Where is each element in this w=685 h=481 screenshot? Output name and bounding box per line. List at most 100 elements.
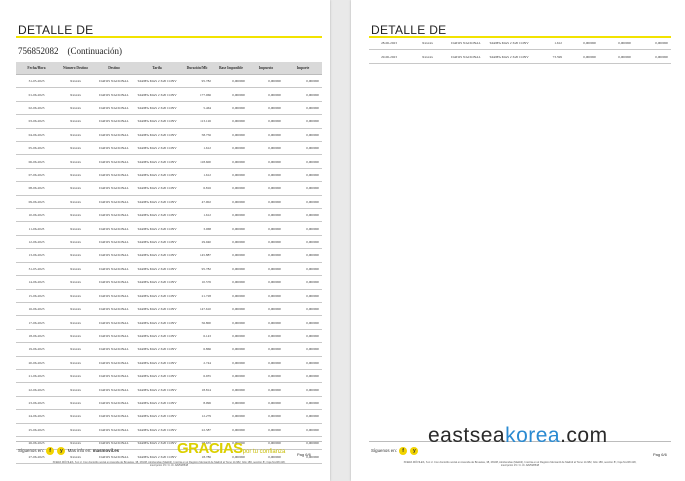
table-header-row: Fecha/Hora Número Destino Destino Tarifa… bbox=[16, 62, 322, 75]
cell-numero: Xxxxxx bbox=[57, 74, 94, 89]
cell-tarifa: TARIFA MAS 2 X20 CONV bbox=[134, 409, 180, 424]
table-row: 20-06-2023 Xxxxxx DATOS NACIONAL TARIFA MAS… bbox=[16, 356, 322, 370]
cell-base: 0,000000 bbox=[214, 101, 248, 116]
column-header: Impuesto bbox=[248, 62, 284, 75]
cell-importe: 0,000000 bbox=[284, 409, 322, 424]
cell-importe: 0,000000 bbox=[284, 168, 322, 183]
cell-tarifa: TARIFA MAS 2 X20 CONV bbox=[134, 141, 180, 156]
cell-duracion: 2.744 bbox=[180, 356, 214, 370]
table-row: 23-06-2023 Xxxxxx DATOS NACIONAL TARIFA MAS… bbox=[16, 396, 322, 411]
cell-impuesto: 0,000000 bbox=[248, 382, 284, 397]
cell-fecha: 15-06-2023 bbox=[16, 289, 57, 303]
detail-table: 28-06-2023 Xxxxxx DATOS NACIONAL TARIFA MAS… bbox=[369, 37, 671, 64]
cell-base: 0,000000 bbox=[214, 356, 248, 370]
cell-duracion: 28.635 bbox=[180, 436, 214, 451]
cell-destino: DATOS NACIONAL bbox=[94, 289, 134, 303]
page-title: DETALLE DE bbox=[371, 23, 447, 37]
cell-duracion: 147.610 bbox=[180, 302, 214, 317]
watermark: eastseakorea.com bbox=[428, 424, 608, 448]
facebook-icon[interactable]: f bbox=[46, 447, 55, 455]
cell-base: 0,000000 bbox=[214, 409, 248, 424]
cell-base: 0,000000 bbox=[214, 195, 248, 210]
cell-destino: DATOS NACIONAL bbox=[94, 221, 134, 236]
cell-importe: 0,000000 bbox=[284, 74, 322, 89]
cell-duracion: 113.126 bbox=[180, 114, 214, 129]
cell-numero: Xxxxxx bbox=[57, 141, 94, 156]
cell-base: 0,000000 bbox=[214, 74, 248, 89]
cell-destino: DATOS NACIONAL bbox=[94, 449, 134, 464]
cell-tarifa: TARIFA MAS 2 X20 CONV bbox=[134, 128, 180, 143]
cell-impuesto: 0,000000 bbox=[248, 289, 284, 303]
cell-destino: DATOS NACIONAL bbox=[94, 168, 134, 183]
cell-base: 0,000000 bbox=[214, 235, 248, 250]
cell-duracion: 47.902 bbox=[180, 195, 214, 210]
cell-fecha: 26-06-2023 bbox=[16, 436, 57, 451]
column-header: Número Destino bbox=[57, 62, 94, 75]
cell-numero: Xxxxxx bbox=[57, 101, 94, 116]
cell-numero: Xxxxxx bbox=[57, 396, 94, 411]
cell-duracion: 29.940 bbox=[180, 235, 214, 250]
cell-fecha: 10-06-2023 bbox=[16, 208, 57, 223]
footer-divider bbox=[16, 441, 322, 442]
cell-fecha: 16-06-2023 bbox=[16, 302, 57, 317]
watermark-part: korea bbox=[505, 424, 561, 447]
cell-tarifa: TARIFA MAS 2 X20 CONV bbox=[134, 342, 180, 357]
cell-duracion: 1.612 bbox=[180, 208, 214, 223]
cell-tarifa: TARIFA MAS 2 X20 CONV bbox=[134, 87, 180, 102]
cell-destino: DATOS NACIONAL bbox=[94, 87, 134, 102]
legal-text: XFERA MÓVILES, S.A.U. Con domicilio soci… bbox=[16, 461, 322, 468]
cell-destino: DATOS NACIONAL bbox=[94, 275, 134, 290]
cell-importe: 0,000000 bbox=[284, 87, 322, 102]
detail-table: Fecha/Hora Número Destino Destino Tarifa… bbox=[16, 62, 322, 464]
cell-importe: 0,000000 bbox=[284, 369, 322, 384]
cell-importe: 0,000000 bbox=[284, 101, 322, 116]
cell-numero: Xxxxxx bbox=[57, 449, 94, 464]
cell-numero: Xxxxxx bbox=[57, 114, 94, 129]
youtube-icon[interactable]: y bbox=[57, 447, 66, 455]
cell-numero: Xxxxxx bbox=[57, 302, 94, 317]
cell-base: 0,000000 bbox=[214, 275, 248, 290]
cell-base: 0,000000 bbox=[214, 221, 248, 236]
cell-destino: DATOS NACIONAL bbox=[94, 396, 134, 411]
follow-label: Síguenos en: bbox=[18, 448, 44, 454]
cell-duracion: 6.866 bbox=[180, 342, 214, 357]
table-row: 02-06-2023 Xxxxxx DATOS NACIONAL TARIFA MAS… bbox=[16, 101, 322, 116]
cell-fecha: 19-06-2023 bbox=[16, 342, 57, 357]
cell-tarifa: TARIFA MAS 2 X20 CONV bbox=[134, 382, 180, 397]
cell-impuesto: 0,000000 bbox=[248, 128, 284, 143]
cell-destino: DATOS NACIONAL bbox=[94, 423, 134, 437]
facebook-icon[interactable]: f bbox=[399, 447, 408, 455]
youtube-icon[interactable]: y bbox=[410, 447, 419, 455]
info-label: Mas info en: bbox=[67, 448, 92, 454]
cell-duracion: 73.599 bbox=[532, 49, 565, 64]
cell-tarifa: TARIFA MAS 2 X20 CONV bbox=[486, 49, 532, 64]
cell-importe: 0,000000 bbox=[284, 315, 322, 330]
cell-base: 0,000000 bbox=[214, 141, 248, 156]
cell-fecha: 14-06-2023 bbox=[16, 275, 57, 290]
cell-fecha: 06-06-2023 bbox=[16, 154, 57, 169]
cell-destino: DATOS NACIONAL bbox=[94, 302, 134, 317]
cell-destino: DATOS NACIONAL bbox=[94, 141, 134, 156]
cell-destino: DATOS NACIONAL bbox=[94, 382, 134, 397]
cell-fecha: 24-06-2023 bbox=[16, 409, 57, 424]
cell-destino: DATOS NACIONAL bbox=[94, 235, 134, 250]
cell-numero: Xxxxxx bbox=[57, 154, 94, 169]
cell-numero: Xxxxxx bbox=[57, 181, 94, 196]
cell-tarifa: TARIFA MAS 2 X20 CONV bbox=[134, 168, 180, 183]
table-row: 31-05-2023 Xxxxxx DATOS NACIONAL TARIFA MAS… bbox=[16, 262, 322, 277]
table-row: 12-06-2023 Xxxxxx DATOS NACIONAL TARIFA MAS… bbox=[16, 235, 322, 250]
confianza-word: por tu confianza bbox=[242, 449, 286, 455]
column-header: Fecha/Hora bbox=[16, 62, 57, 75]
table-row: 04-06-2023 Xxxxxx DATOS NACIONAL TARIFA MAS… bbox=[16, 128, 322, 143]
cell-fecha: 11-06-2023 bbox=[16, 221, 57, 236]
cell-tarifa: TARIFA MAS 2 X20 CONV bbox=[134, 356, 180, 370]
cell-tarifa: TARIFA MAS 2 X20 CONV bbox=[134, 289, 180, 303]
cell-duracion: 58.756 bbox=[180, 128, 214, 143]
cell-destino: DATOS NACIONAL bbox=[94, 329, 134, 344]
cell-duracion: 145.887 bbox=[180, 248, 214, 263]
gracias-word: GRACIAS bbox=[177, 440, 243, 457]
cell-tarifa: TARIFA MAS 2 X20 CONV bbox=[486, 37, 532, 51]
cell-impuesto: 0,000000 bbox=[599, 49, 634, 64]
website-link[interactable]: masmovil.es bbox=[92, 448, 120, 454]
legal-line: XFERA MÓVILES, S.A.U. Con domicilio soci… bbox=[52, 461, 286, 464]
